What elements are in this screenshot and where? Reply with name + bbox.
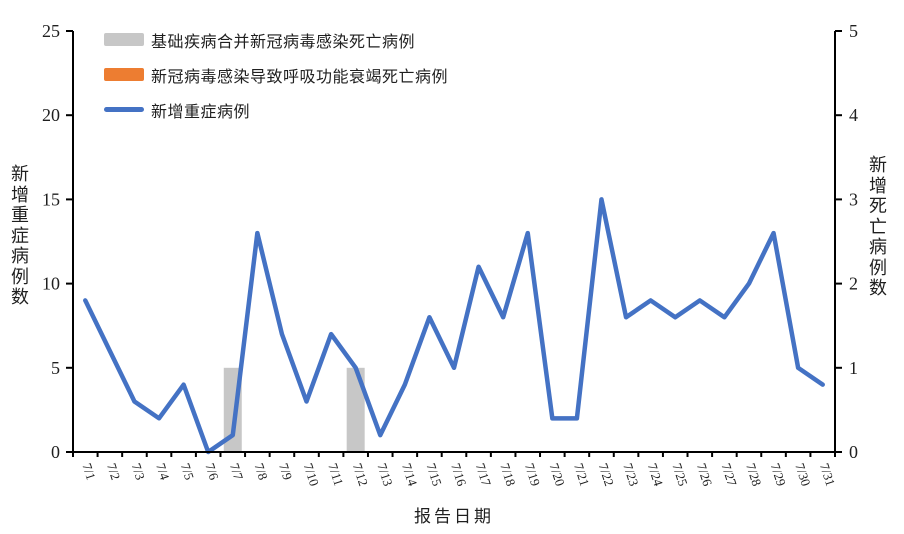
severe-cases-line <box>83 197 825 455</box>
legend-label: 新增重症病例 <box>151 103 251 121</box>
axis-title-char: 例 <box>11 266 29 287</box>
axis-title-char: 亡 <box>869 216 887 237</box>
left-axis-tick-label: 20 <box>42 105 60 125</box>
date-label: 7/16 <box>448 461 470 488</box>
axis-title-char: 数 <box>869 278 887 298</box>
date-label: 7/9 <box>276 461 295 481</box>
date-label: 7/11 <box>325 461 346 487</box>
right-axis-tick-label: 1 <box>849 358 858 378</box>
blue-line-swatch <box>104 107 144 112</box>
x-axis-title: 报告日期 <box>414 507 494 526</box>
date-label: 7/21 <box>571 461 592 488</box>
date-label: 7/4 <box>153 461 173 482</box>
date-label: 7/27 <box>719 461 741 488</box>
legend-item-new-severe-cases: 新增重症病例 <box>104 102 448 121</box>
date-label: 7/31 <box>817 461 838 488</box>
date-label: 7/22 <box>596 461 617 488</box>
underlying-disease-death-bar <box>346 367 365 452</box>
legend-label: 基础疾病合并新冠病毒感染死亡病例 <box>151 33 416 51</box>
date-label: 7/26 <box>694 461 716 488</box>
legend-label: 新冠病毒感染导致呼吸功能衰竭死亡病例 <box>151 68 449 86</box>
axis-title-char: 症 <box>11 225 29 246</box>
left-axis-tick-label: 5 <box>51 358 60 378</box>
axis-title-char: 增 <box>869 175 887 196</box>
date-label: 7/3 <box>129 461 148 481</box>
date-label: 7/7 <box>227 461 247 482</box>
left-axis-tick-label: 25 <box>42 21 60 41</box>
date-label: 7/13 <box>374 461 395 488</box>
date-label: 7/14 <box>399 461 421 488</box>
date-label: 7/25 <box>669 461 690 488</box>
date-label: 7/20 <box>546 461 567 488</box>
orange-bar-swatch <box>104 68 144 81</box>
date-label: 7/2 <box>104 461 123 481</box>
right-axis-tick-label: 5 <box>849 21 858 41</box>
axis-title-char: 例 <box>869 257 887 278</box>
axis-title-char: 重 <box>11 205 29 225</box>
legend-item-respiratory-failure-deaths: 新冠病毒感染导致呼吸功能衰竭死亡病例 <box>104 67 448 86</box>
date-label: 7/19 <box>522 461 543 488</box>
date-label: 7/5 <box>178 461 197 481</box>
date-label: 7/8 <box>252 461 271 481</box>
date-label: 7/29 <box>768 461 789 488</box>
right-axis-tick-label: 2 <box>849 274 858 294</box>
legend-item-underlying-disease-deaths: 基础疾病合并新冠病毒感染死亡病例 <box>104 32 448 51</box>
legend: 基础疾病合并新冠病毒感染死亡病例 新冠病毒感染导致呼吸功能衰竭死亡病例 新增重症… <box>104 32 448 121</box>
date-label: 7/10 <box>301 461 322 488</box>
date-label: 7/1 <box>79 461 98 481</box>
axis-title-char: 新 <box>11 164 29 184</box>
axis-title-char: 增 <box>11 184 29 205</box>
date-label: 7/18 <box>497 461 518 488</box>
left-axis-tick-label: 15 <box>42 189 60 209</box>
axis-title-char: 病 <box>11 246 29 266</box>
right-axis-title: 新增死亡病例数 <box>869 155 887 299</box>
axis-title-char: 数 <box>11 287 29 307</box>
date-label: 7/30 <box>792 461 813 488</box>
date-label: 7/12 <box>350 461 371 488</box>
right-axis-tick-label: 3 <box>849 189 858 209</box>
right-axis-tick-label: 4 <box>849 105 858 125</box>
left-axis-tick-label: 10 <box>42 274 60 294</box>
date-label: 7/24 <box>645 461 667 488</box>
left-axis-title: 新增重症病例数 <box>11 164 29 308</box>
axis-title-char: 病 <box>869 237 887 257</box>
axes-frame <box>72 31 836 453</box>
gray-bar-swatch <box>104 33 144 46</box>
left-axis-tick-label: 0 <box>51 442 60 462</box>
date-label: 7/17 <box>473 461 495 488</box>
axis-title-char: 新 <box>869 155 887 175</box>
date-label: 7/23 <box>620 461 641 488</box>
date-label: 7/15 <box>424 461 445 488</box>
date-label: 7/6 <box>202 461 222 482</box>
date-label: 7/28 <box>743 461 764 488</box>
right-axis-tick-label: 0 <box>849 442 858 462</box>
axis-title-char: 死 <box>869 196 887 216</box>
